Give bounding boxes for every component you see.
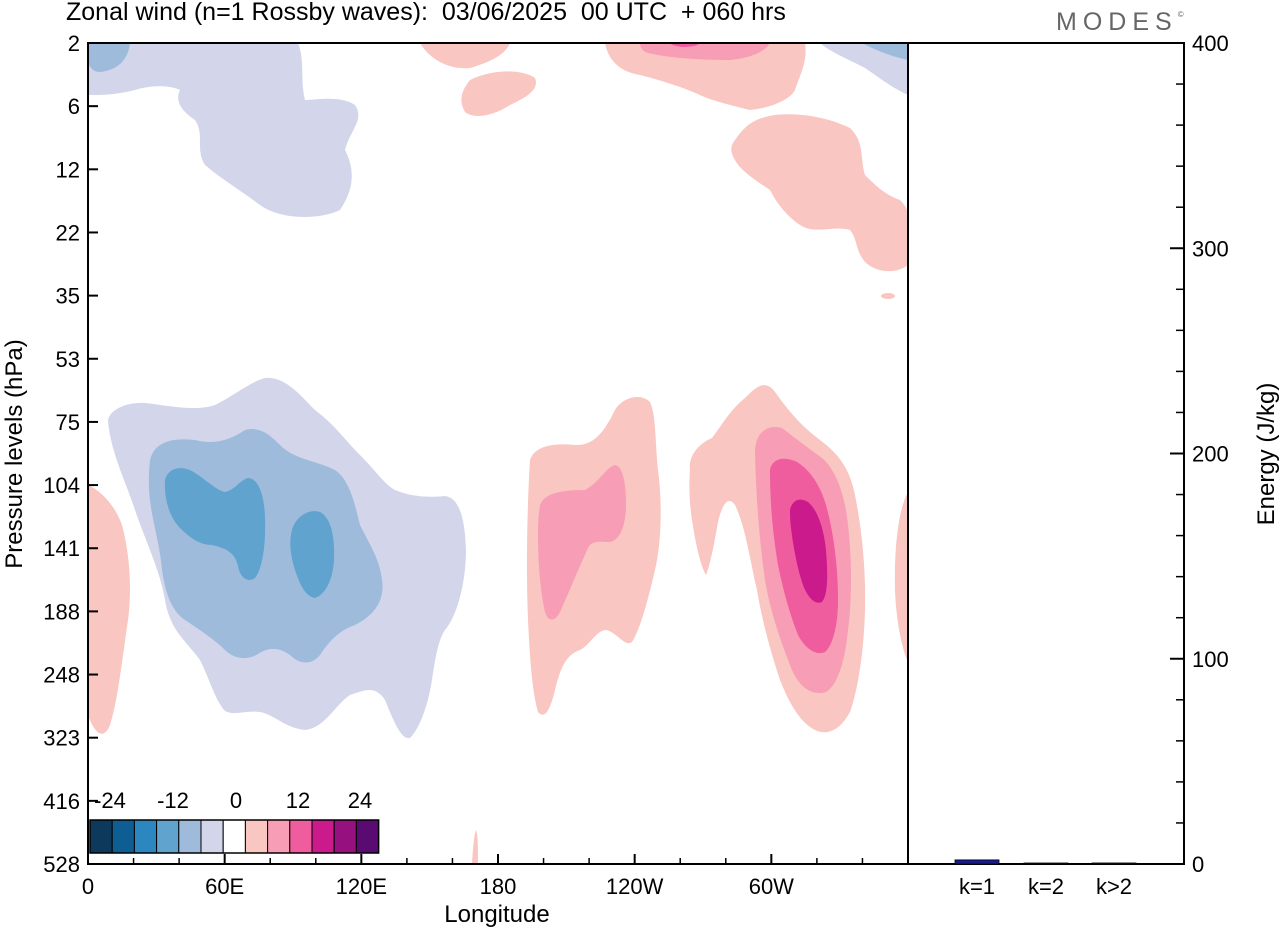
colorbar-label: 0 bbox=[230, 788, 242, 813]
contour-pos-3-upper-mid bbox=[420, 43, 510, 69]
contour-pos-3-left-edge bbox=[88, 485, 130, 734]
contour-pos-3-spike bbox=[472, 830, 478, 864]
energy-y-axis: 0 100 200 300 400 bbox=[1170, 31, 1229, 877]
colorbar-label: -24 bbox=[94, 788, 126, 813]
y-tick-label: 416 bbox=[43, 789, 80, 814]
contour-pos-3-right-edge bbox=[894, 492, 908, 662]
contour-neg-6-upper-right bbox=[862, 43, 908, 60]
energy-bar-k=2 bbox=[1023, 862, 1069, 865]
y-tick-label: 248 bbox=[43, 663, 80, 688]
x-axis: 0 60E 120E 180 120W 60W bbox=[82, 854, 864, 899]
colorbar-swatch bbox=[311, 819, 335, 854]
modes-logo: MODES© bbox=[1056, 8, 1184, 37]
contour-pos-3-dot bbox=[881, 293, 895, 299]
colorbar-swatch bbox=[333, 819, 357, 854]
logo-text: MODES bbox=[1056, 8, 1178, 36]
y-tick-label: 6 bbox=[68, 94, 80, 119]
colorbar-swatch bbox=[244, 819, 269, 854]
contour-pos-3-mid bbox=[526, 396, 661, 715]
energy-x-axis: k=1 k=2 k>2 bbox=[959, 874, 1132, 899]
energy-tick-label: 400 bbox=[1192, 31, 1229, 56]
energy-category-label: k=2 bbox=[1028, 874, 1064, 899]
y-tick-label: 12 bbox=[56, 157, 80, 182]
y-axis-title: Pressure levels (hPa) bbox=[1, 339, 28, 568]
x-tick-label: 120E bbox=[336, 874, 387, 899]
contour-pos-12-right bbox=[790, 499, 828, 603]
contour-panel bbox=[87, 42, 909, 865]
y-tick-label: 75 bbox=[56, 410, 80, 435]
x-tick-label: 180 bbox=[480, 874, 517, 899]
logo-mark: © bbox=[1177, 10, 1184, 19]
energy-category-label: k>2 bbox=[1096, 874, 1132, 899]
colorbar-swatch bbox=[200, 819, 224, 854]
x-tick-label: 0 bbox=[82, 874, 94, 899]
energy-tick-label: 0 bbox=[1192, 852, 1204, 877]
contour-pos-3-upper-right bbox=[605, 43, 908, 272]
energy-tick-label: 100 bbox=[1192, 647, 1229, 672]
colorbar: -24 -12 0 12 24 bbox=[89, 788, 380, 854]
energy-axis-title: Energy (J/kg) bbox=[1253, 383, 1280, 526]
energy-bars bbox=[954, 859, 1137, 865]
y-axis: 2 6 12 22 35 53 75 104 141 188 248 323 416 528 bbox=[43, 31, 98, 877]
colorbar-swatch bbox=[355, 819, 380, 854]
energy-panel: 0 100 200 300 400 k=1 k=2 k>2 Energy (J/kg) bbox=[907, 31, 1280, 899]
y-tick-label: 22 bbox=[56, 220, 80, 245]
x-tick-label: 60E bbox=[205, 874, 244, 899]
contour-neg-6-upper-left bbox=[88, 43, 130, 72]
colorbar-swatch bbox=[156, 819, 180, 854]
contour-pos-6-mid bbox=[538, 465, 626, 620]
colorbar-label: 12 bbox=[286, 788, 310, 813]
chart-title: Zonal wind (n=1 Rossby waves): 03/06/202… bbox=[66, 0, 786, 26]
contour-neg-9-lower-left-a bbox=[164, 468, 266, 580]
contour-neg-3-upper-right bbox=[820, 43, 908, 95]
x-tick-label: 60W bbox=[749, 874, 794, 899]
y-tick-label: 2 bbox=[68, 31, 80, 56]
contour-pos-6-upper-right bbox=[640, 43, 770, 60]
contour-pos-3-upper-blob bbox=[461, 71, 536, 116]
energy-bar-k>2 bbox=[1091, 862, 1137, 865]
x-tick-label: 120W bbox=[606, 874, 664, 899]
energy-plot-frame bbox=[907, 42, 1185, 865]
contour-neg-3-upper-left bbox=[88, 43, 359, 217]
x-axis-title: Longitude bbox=[444, 901, 549, 928]
contour-neg-9-lower-left-b bbox=[290, 511, 335, 598]
colorbar-label: -12 bbox=[157, 788, 189, 813]
colorbar-swatch bbox=[133, 819, 158, 854]
colorbar-swatch bbox=[289, 819, 313, 854]
energy-tick-label: 300 bbox=[1192, 236, 1229, 261]
colorbar-swatch bbox=[111, 819, 135, 854]
colorbar-swatch bbox=[89, 819, 113, 854]
y-tick-label: 35 bbox=[56, 284, 80, 309]
y-tick-label: 323 bbox=[43, 726, 80, 751]
y-tick-label: 141 bbox=[43, 536, 80, 561]
energy-tick-label: 200 bbox=[1192, 442, 1229, 467]
y-tick-label: 53 bbox=[56, 347, 80, 372]
energy-category-label: k=1 bbox=[959, 874, 995, 899]
colorbar-swatch bbox=[222, 819, 246, 854]
colorbar-swatch bbox=[267, 819, 291, 854]
y-tick-label: 104 bbox=[43, 473, 80, 498]
y-tick-label: 528 bbox=[43, 852, 80, 877]
colorbar-label: 24 bbox=[348, 788, 372, 813]
colorbar-swatch bbox=[178, 819, 202, 854]
colorbar-frame bbox=[89, 819, 380, 854]
y-tick-label: 188 bbox=[43, 599, 80, 624]
energy-bar-k=1 bbox=[954, 859, 1000, 865]
